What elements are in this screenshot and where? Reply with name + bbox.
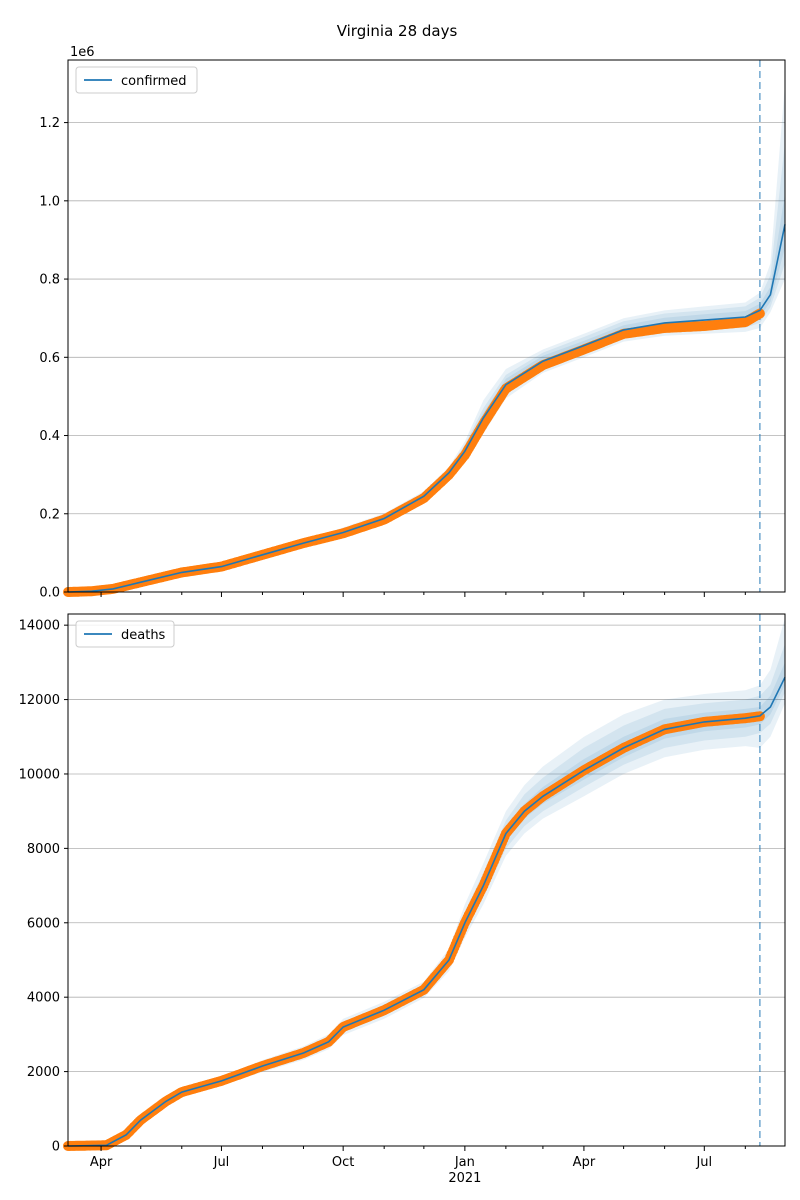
confirmed-legend: confirmed [75, 66, 198, 94]
deaths-y-tick-label: 4000 [27, 991, 60, 1006]
deaths-x-tick-label: Apr [573, 1155, 596, 1170]
confirmed-uncertainty-band [68, 193, 785, 592]
deaths-axes-frame [67, 613, 786, 1147]
confirmed-model-line [67, 224, 786, 593]
deaths-y-tick-label: 6000 [27, 916, 60, 931]
confirmed-legend-label: confirmed [121, 74, 187, 89]
deaths-uncertainty-band [68, 662, 785, 1146]
confirmed-panel: 0.0 0.2 0.4 0.6 0.8 1.0 1.2 1e6 confirmed [39, 45, 786, 601]
deaths-y-ticks: 0 2000 4000 6000 8000 10000 12000 14000 [19, 619, 68, 1155]
confirmed-uncertainty-band [68, 142, 785, 592]
deaths-y-tick-label: 8000 [27, 842, 60, 857]
deaths-model-line [67, 676, 786, 1147]
confirmed-axes [67, 59, 786, 593]
confirmed-y-tick-label: 0.0 [39, 586, 60, 601]
confirmed-x-ticks [100, 592, 746, 597]
deaths-x-ticks: Apr Jul Oct Jan Apr Jul 2021 [90, 1146, 746, 1186]
deaths-bands [68, 617, 785, 1146]
deaths-model-line-group [67, 676, 786, 1147]
confirmed-legend-box [75, 66, 198, 94]
confirmed-y-tick-label: 1.0 [39, 194, 60, 209]
deaths-x-tick-label: Jan [454, 1155, 475, 1170]
deaths-y-tick-label: 12000 [19, 693, 60, 708]
confirmed-grid [68, 122, 785, 515]
deaths-legend: deaths [75, 620, 175, 648]
deaths-x-year-label: 2021 [448, 1171, 481, 1186]
deaths-x-tick-label: Oct [332, 1155, 354, 1170]
deaths-axes [67, 613, 786, 1147]
confirmed-y-tick-label: 0.6 [39, 351, 60, 366]
deaths-y-tick-label: 0 [52, 1140, 60, 1155]
confirmed-y-offset-label: 1e6 [70, 45, 95, 60]
confirmed-y-tick-label: 0.8 [39, 273, 60, 288]
figure-title: Virginia 28 days [337, 22, 458, 40]
confirmed-y-ticks: 0.0 0.2 0.4 0.6 0.8 1.0 1.2 [39, 116, 68, 601]
deaths-panel: 0 2000 4000 6000 8000 10000 12000 14000 Apr Jul O… [19, 613, 786, 1186]
deaths-y-tick-label: 2000 [27, 1065, 60, 1080]
deaths-legend-label: deaths [121, 628, 166, 643]
deaths-y-tick-label: 14000 [19, 619, 60, 634]
confirmed-axes-frame [67, 59, 786, 593]
confirmed-y-tick-label: 0.4 [39, 429, 60, 444]
deaths-uncertainty-band [68, 617, 785, 1146]
deaths-legend-box [75, 620, 175, 648]
confirmed-observed-points [63, 308, 765, 597]
confirmed-y-tick-label: 1.2 [39, 116, 60, 131]
deaths-observed-points [63, 711, 765, 1151]
confirmed-bands [68, 83, 785, 592]
deaths-y-tick-label: 10000 [19, 767, 60, 782]
deaths-x-tick-label: Apr [90, 1155, 113, 1170]
deaths-uncertainty-band [68, 643, 785, 1146]
confirmed-model-line-group [67, 224, 786, 593]
confirmed-uncertainty-band [68, 83, 785, 592]
deaths-grid [68, 624, 785, 1072]
deaths-x-tick-label: Jul [695, 1155, 712, 1170]
confirmed-y-tick-label: 0.2 [39, 507, 60, 522]
deaths-x-tick-label: Jul [213, 1155, 230, 1170]
